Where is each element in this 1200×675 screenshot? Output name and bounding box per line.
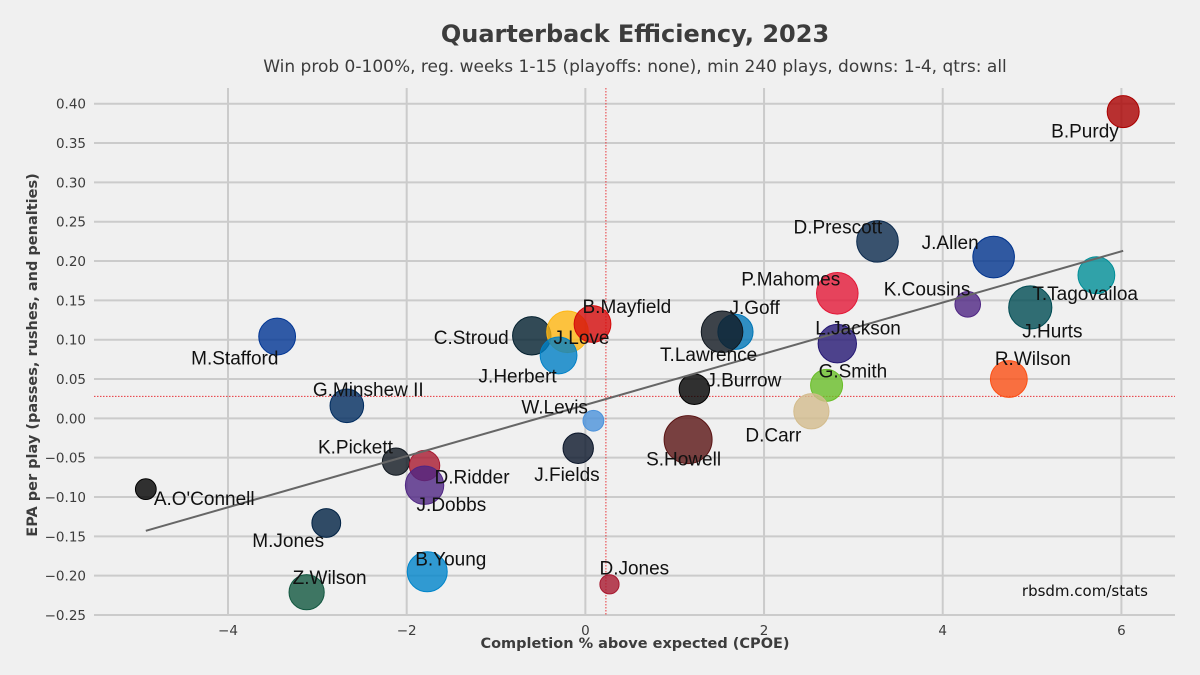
data-point xyxy=(329,388,365,424)
point-label: K.Pickett xyxy=(318,438,394,459)
trend-line-layer xyxy=(145,249,1124,532)
grid-layer xyxy=(94,88,1175,616)
y-tick-label: −0.20 xyxy=(45,569,86,585)
chart-subtitle: Win prob 0-100%, reg. weeks 1-15 (playof… xyxy=(263,57,1007,77)
data-point xyxy=(404,465,445,505)
data-point xyxy=(539,336,578,375)
data-points xyxy=(134,95,1140,611)
trend-line xyxy=(145,249,1124,532)
data-point xyxy=(258,317,297,356)
y-tick-label: 0.05 xyxy=(56,372,86,388)
point-label: D.Prescott xyxy=(794,217,883,238)
data-point xyxy=(972,235,1015,279)
x-tick-label: 0 xyxy=(581,623,590,639)
data-point xyxy=(700,310,744,354)
x-tick-label: 4 xyxy=(938,623,947,639)
point-label: W.Levis xyxy=(521,398,588,419)
point-label: M.Jones xyxy=(252,531,324,552)
point-label: J.Goff xyxy=(729,298,780,319)
y-tick-label: −0.05 xyxy=(45,451,86,467)
y-tick-label: 0.40 xyxy=(56,97,86,113)
point-label: G.Smith xyxy=(819,361,888,382)
point-label: B.Mayfield xyxy=(583,297,672,318)
x-tick-label: 2 xyxy=(760,623,769,639)
y-tick-label: 0.35 xyxy=(56,136,86,152)
x-tick-label: 6 xyxy=(1117,623,1126,639)
point-label: K.Cousins xyxy=(884,279,971,300)
data-point xyxy=(856,220,899,263)
reference-lines xyxy=(94,88,1175,615)
y-tick-label: 0.30 xyxy=(56,175,86,191)
point-label: D.Jones xyxy=(599,558,669,579)
data-point xyxy=(1008,285,1053,330)
point-label: J.Fields xyxy=(534,465,599,486)
point-label: M.Stafford xyxy=(191,349,278,370)
y-tick-label: 0.10 xyxy=(56,333,86,349)
point-label: T.Lawrence xyxy=(660,345,757,366)
data-point xyxy=(406,551,448,593)
data-point xyxy=(573,305,612,343)
point-label: J.Dobbs xyxy=(417,495,487,516)
x-tick-label: −2 xyxy=(397,623,417,639)
data-point xyxy=(311,508,342,538)
point-label: J.Herbert xyxy=(479,366,558,387)
y-tick-label: −0.25 xyxy=(45,608,86,624)
data-point xyxy=(562,432,594,464)
chart-title: Quarterback Efficiency, 2023 xyxy=(441,20,829,48)
y-tick-label: −0.10 xyxy=(45,490,86,506)
point-label: J.Burrow xyxy=(706,370,781,391)
point-label: J.Love xyxy=(553,328,609,349)
data-point xyxy=(599,574,620,595)
y-tick-label: 0.15 xyxy=(56,293,86,309)
point-label: R.Wilson xyxy=(995,349,1071,370)
data-point xyxy=(1106,95,1140,129)
credit-text: rbsdm.com/stats xyxy=(1022,582,1148,600)
point-label: P.Mahomes xyxy=(741,269,840,290)
tick-labels: −4 −2 0 2 4 6 −0.25 −0.20 −0.15 −0.10 −0.05 0.00 0.0… xyxy=(45,97,1126,639)
data-point xyxy=(793,393,830,430)
point-labels: B.Purdy D.Prescott J.Allen T.Tagovailoa P.Ma… xyxy=(154,122,1139,590)
data-point xyxy=(582,409,605,432)
y-tick-label: −0.15 xyxy=(45,529,86,545)
point-label: A.O'Connell xyxy=(154,489,255,510)
data-point xyxy=(678,373,711,405)
x-axis-label: Completion % above expected (CPOE) xyxy=(480,636,789,652)
point-label: G.Minshew II xyxy=(313,380,424,401)
point-label: D.Ridder xyxy=(435,468,511,489)
point-label: C.Stroud xyxy=(434,328,509,349)
data-point xyxy=(288,574,325,611)
point-label: J.Allen xyxy=(922,233,979,254)
data-point xyxy=(1077,256,1116,295)
y-axis-label: EPA per play (passes, rushes, and penalt… xyxy=(25,173,41,536)
point-label: S.Howell xyxy=(646,450,721,471)
data-point xyxy=(815,271,859,315)
y-tick-label: 0.25 xyxy=(56,215,86,231)
data-point xyxy=(810,368,844,402)
data-point xyxy=(134,478,157,501)
point-label: J.Hurts xyxy=(1022,321,1082,342)
data-point xyxy=(817,323,857,364)
point-label: L.Jackson xyxy=(815,319,901,340)
point-label: B.Young xyxy=(415,550,486,571)
y-tick-label: 0.00 xyxy=(56,411,86,427)
data-point xyxy=(663,415,713,465)
point-label: B.Purdy xyxy=(1051,122,1119,143)
data-point xyxy=(989,360,1028,398)
x-tick-label: −4 xyxy=(218,623,238,639)
y-tick-label: 0.20 xyxy=(56,254,86,270)
point-label: D.Carr xyxy=(745,425,802,446)
point-label: Z.Wilson xyxy=(293,568,367,589)
point-label: T.Tagovailoa xyxy=(1032,284,1138,305)
